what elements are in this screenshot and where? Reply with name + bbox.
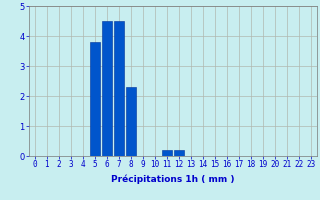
Bar xyxy=(90,42,100,156)
Bar xyxy=(174,150,184,156)
Bar xyxy=(114,21,124,156)
Bar xyxy=(162,150,172,156)
Bar xyxy=(102,21,112,156)
Bar xyxy=(126,87,136,156)
X-axis label: Précipitations 1h ( mm ): Précipitations 1h ( mm ) xyxy=(111,175,235,184)
